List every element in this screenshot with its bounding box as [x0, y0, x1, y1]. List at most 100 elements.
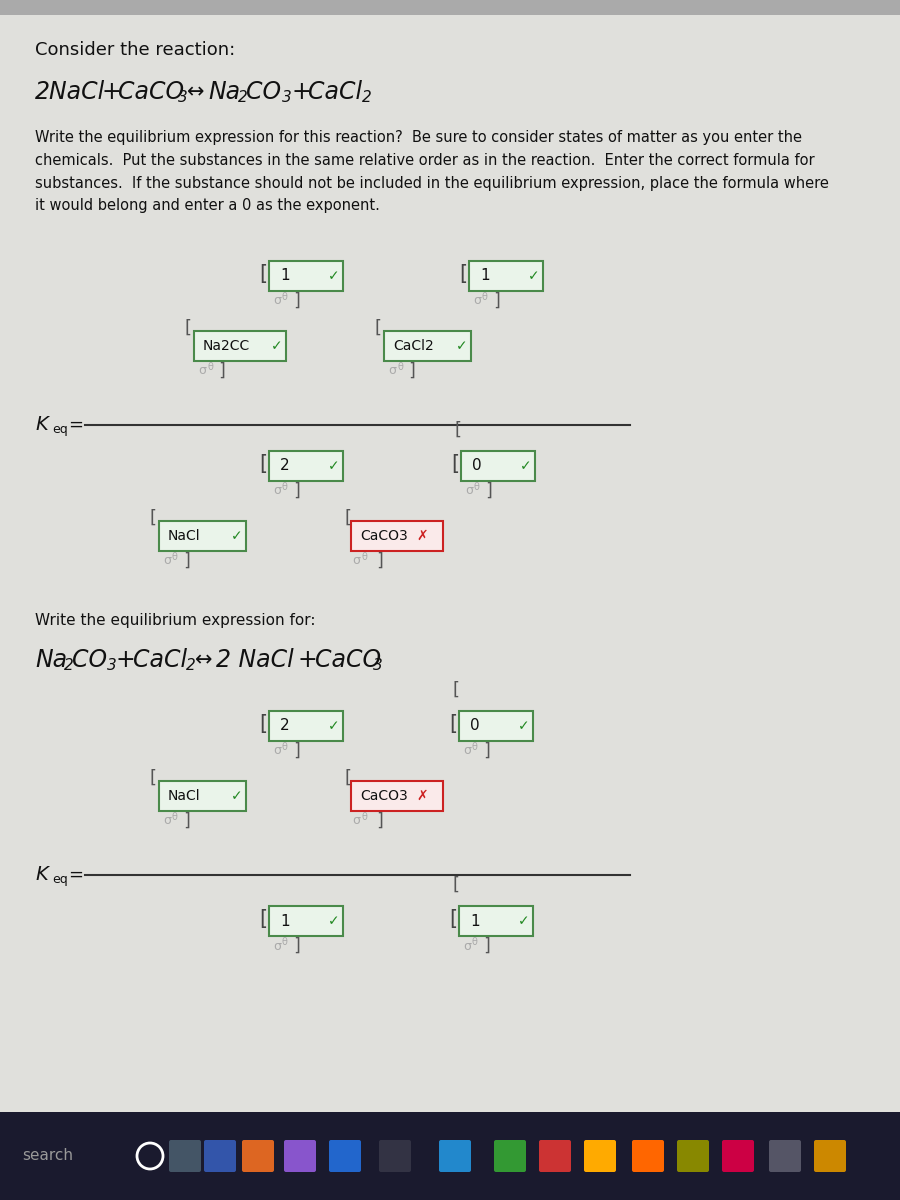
Text: [: [ — [455, 421, 462, 439]
Text: ✓: ✓ — [231, 529, 243, 542]
FancyBboxPatch shape — [329, 1140, 361, 1172]
FancyBboxPatch shape — [584, 1140, 616, 1172]
Text: Consider the reaction:: Consider the reaction: — [35, 41, 235, 59]
Text: [: [ — [449, 910, 457, 929]
Text: [: [ — [374, 319, 382, 337]
Text: 1: 1 — [470, 913, 480, 929]
Text: 2: 2 — [186, 658, 196, 672]
Text: σ: σ — [163, 554, 171, 568]
FancyBboxPatch shape — [242, 1140, 274, 1172]
Text: ]: ] — [372, 812, 383, 830]
Text: [: [ — [345, 509, 352, 527]
Text: 2: 2 — [280, 719, 290, 733]
Text: K: K — [35, 415, 48, 434]
Text: ]: ] — [489, 292, 500, 310]
Bar — [0, 0, 900, 14]
Text: ]: ] — [479, 937, 490, 955]
Text: CaCl: CaCl — [133, 648, 187, 672]
Bar — [0, 1112, 900, 1200]
Text: 2: 2 — [64, 658, 74, 672]
FancyBboxPatch shape — [284, 1140, 316, 1172]
Text: ]: ] — [404, 362, 416, 380]
Text: θ: θ — [207, 362, 213, 372]
Text: σ: σ — [465, 485, 473, 498]
FancyBboxPatch shape — [539, 1140, 571, 1172]
Text: CO: CO — [72, 648, 107, 672]
Text: 2 NaCl: 2 NaCl — [216, 648, 293, 672]
FancyBboxPatch shape — [439, 1140, 471, 1172]
Text: ]: ] — [214, 362, 226, 380]
Text: σ: σ — [273, 744, 281, 757]
Text: ]: ] — [372, 552, 383, 570]
FancyBboxPatch shape — [269, 260, 343, 290]
Text: ✓: ✓ — [528, 269, 540, 283]
Text: 2: 2 — [238, 90, 248, 104]
Text: 0: 0 — [472, 458, 482, 474]
Text: Na: Na — [208, 80, 240, 104]
FancyBboxPatch shape — [469, 260, 543, 290]
Text: [: [ — [459, 264, 467, 284]
Text: 3: 3 — [178, 90, 188, 104]
Text: CaCl2: CaCl2 — [393, 338, 434, 353]
Text: 1: 1 — [280, 269, 290, 283]
Text: NaCl: NaCl — [168, 790, 201, 803]
FancyBboxPatch shape — [159, 521, 246, 551]
FancyBboxPatch shape — [722, 1140, 754, 1172]
Text: CaCO3: CaCO3 — [360, 529, 408, 542]
FancyBboxPatch shape — [384, 331, 471, 361]
FancyBboxPatch shape — [459, 710, 533, 740]
Text: Write the equilibrium expression for:: Write the equilibrium expression for: — [35, 612, 316, 628]
FancyBboxPatch shape — [769, 1140, 801, 1172]
Text: 1: 1 — [280, 913, 290, 929]
Text: +: + — [102, 80, 122, 104]
Text: 2NaCl: 2NaCl — [35, 80, 105, 104]
Text: [: [ — [453, 876, 460, 894]
Text: ]: ] — [289, 937, 301, 955]
Text: Write the equilibrium expression for this reaction?  Be sure to consider states : Write the equilibrium expression for thi… — [35, 130, 829, 214]
Text: K: K — [35, 865, 48, 884]
Text: [: [ — [345, 769, 352, 787]
Text: σ: σ — [352, 815, 360, 828]
FancyBboxPatch shape — [169, 1140, 201, 1172]
FancyBboxPatch shape — [814, 1140, 846, 1172]
Text: CaCO: CaCO — [315, 648, 381, 672]
Text: ]: ] — [289, 482, 301, 500]
Text: 3: 3 — [282, 90, 292, 104]
FancyBboxPatch shape — [494, 1140, 526, 1172]
Text: ✓: ✓ — [518, 914, 530, 928]
FancyBboxPatch shape — [204, 1140, 236, 1172]
Text: ✓: ✓ — [456, 338, 468, 353]
Text: σ: σ — [273, 294, 281, 307]
Text: [: [ — [259, 264, 267, 284]
Text: [: [ — [149, 509, 157, 527]
Text: θ: θ — [282, 937, 288, 947]
Text: CaCO3: CaCO3 — [360, 790, 408, 803]
Text: [: [ — [453, 680, 460, 698]
Text: +: + — [291, 80, 310, 104]
Text: [: [ — [259, 910, 267, 929]
Text: ✗: ✗ — [416, 790, 428, 803]
Text: θ: θ — [474, 482, 480, 492]
Text: θ: θ — [362, 812, 368, 822]
Text: eq: eq — [52, 872, 68, 886]
Text: 3: 3 — [373, 658, 382, 672]
Text: ]: ] — [479, 742, 490, 760]
Text: σ: σ — [463, 940, 471, 953]
FancyBboxPatch shape — [459, 906, 533, 936]
Text: ✓: ✓ — [328, 269, 340, 283]
Text: θ: θ — [282, 482, 288, 492]
Text: =: = — [68, 866, 83, 884]
Text: ✓: ✓ — [271, 338, 283, 353]
Text: 1: 1 — [480, 269, 490, 283]
Text: σ: σ — [463, 744, 471, 757]
Text: θ: θ — [362, 552, 368, 562]
Text: ✓: ✓ — [520, 458, 532, 473]
Text: CO: CO — [246, 80, 281, 104]
Text: θ: θ — [172, 552, 178, 562]
Text: 3: 3 — [107, 658, 117, 672]
Text: [: [ — [449, 714, 457, 734]
Text: ✗: ✗ — [416, 529, 428, 542]
FancyBboxPatch shape — [351, 781, 443, 811]
FancyBboxPatch shape — [379, 1140, 411, 1172]
Text: σ: σ — [198, 365, 206, 378]
